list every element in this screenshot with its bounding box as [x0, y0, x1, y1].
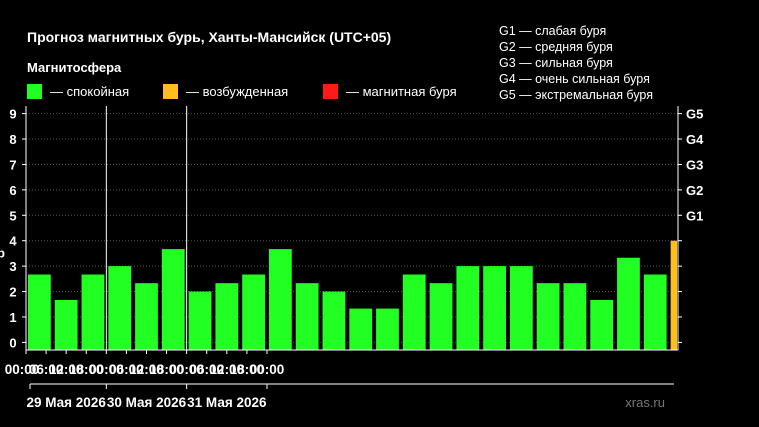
- legend-swatch-storm: [323, 84, 338, 99]
- x-tick-label: 12:00: [210, 362, 245, 377]
- bar: [456, 266, 480, 351]
- bar: [563, 283, 587, 351]
- bar: [509, 266, 533, 351]
- y-axis-cut-label: р: [0, 245, 5, 260]
- legend-label-quiet: — спокойная: [50, 84, 129, 99]
- y-tick-label: 6: [9, 183, 16, 198]
- x-tick-label: 18:00: [230, 362, 265, 377]
- x-tick-label: 06:00: [29, 362, 64, 377]
- day-label: 29 Мая 2026: [26, 395, 106, 410]
- bar: [322, 291, 346, 351]
- y-tick-label: 7: [9, 157, 16, 172]
- storm-level-g5: G5 — экстремальная буря: [499, 88, 653, 102]
- bar: [268, 249, 292, 351]
- storm-level-g1: G1 — слабая буря: [499, 24, 606, 38]
- bar: [376, 308, 399, 351]
- bar: [242, 274, 265, 351]
- bar: [161, 249, 185, 351]
- watermark: xras.ru: [625, 395, 665, 410]
- g-level-label: G1: [686, 208, 703, 223]
- legend-label-excited: — возбужденная: [186, 84, 288, 99]
- bar: [135, 283, 158, 351]
- x-tick-label: 06:00: [109, 362, 144, 377]
- x-tick-label: 00:00: [5, 362, 40, 377]
- legend-swatch-quiet: [27, 84, 42, 99]
- day-label: 30 Мая 2026: [107, 395, 187, 410]
- bar: [643, 274, 667, 351]
- bar: [188, 291, 212, 351]
- bar: [295, 283, 319, 351]
- bar: [349, 308, 373, 351]
- g-level-label: G2: [686, 183, 703, 198]
- bar: [590, 299, 614, 351]
- g-level-label: G3: [686, 157, 703, 172]
- x-tick-label: 06:00: [189, 362, 224, 377]
- bar: [54, 299, 78, 351]
- x-tick-label: 00:00: [250, 362, 285, 377]
- day-label: 31 Мая 2026: [187, 395, 267, 410]
- y-tick-label: 3: [9, 259, 16, 274]
- bar: [215, 283, 239, 351]
- g-level-label: G5: [686, 107, 703, 122]
- bar: [402, 274, 426, 351]
- y-tick-label: 5: [9, 208, 16, 223]
- y-axis-left: 0 1 2 3 4 5 6 7 8 9 р: [0, 107, 26, 350]
- g-level-label: G4: [686, 132, 704, 147]
- y-tick-label: 2: [9, 285, 16, 300]
- y-tick-label: 1: [9, 310, 16, 325]
- x-axis: 00:0006:0012:0018:0000:0006:0012:0018:00…: [5, 350, 285, 377]
- y-axis-right: G1 G2 G3 G4 G5: [678, 107, 704, 343]
- y-tick-label: 9: [9, 107, 16, 122]
- bar: [483, 266, 506, 351]
- x-tick-label: 18:00: [149, 362, 184, 377]
- y-tick-label: 4: [9, 234, 17, 249]
- x-tick-label: 12:00: [49, 362, 84, 377]
- x-tick-label: 00:00: [89, 362, 124, 377]
- bar: [429, 283, 453, 351]
- legend-label-storm: — магнитная буря: [346, 84, 457, 99]
- legend: — спокойная — возбужденная — магнитная б…: [27, 84, 457, 99]
- bar: [81, 274, 105, 351]
- bar: [670, 240, 677, 351]
- x-tick-label: 00:00: [169, 362, 204, 377]
- day-axis: 29 Мая 2026 30 Мая 2026 31 Мая 2026: [26, 383, 674, 410]
- legend-swatch-excited: [163, 84, 178, 99]
- storm-level-g2: G2 — средняя буря: [499, 40, 613, 54]
- storm-level-list: G1 — слабая буря G2 — средняя буря G3 — …: [499, 24, 653, 102]
- storm-level-g4: G4 — очень сильная буря: [499, 72, 650, 86]
- x-tick-label: 18:00: [69, 362, 104, 377]
- plot-frame: [25, 106, 679, 351]
- y-tick-label: 8: [9, 132, 16, 147]
- bar: [108, 266, 132, 351]
- x-tick-label: 12:00: [129, 362, 164, 377]
- bar: [617, 257, 640, 351]
- legend-title: Магнитосфера: [27, 60, 122, 75]
- chart-title: Прогноз магнитных бурь, Ханты-Мансийск (…: [27, 29, 391, 45]
- storm-level-g3: G3 — сильная буря: [499, 56, 613, 70]
- y-tick-label: 0: [9, 335, 16, 350]
- bar: [536, 283, 560, 351]
- plot-bars: [28, 240, 677, 351]
- bar: [28, 274, 51, 351]
